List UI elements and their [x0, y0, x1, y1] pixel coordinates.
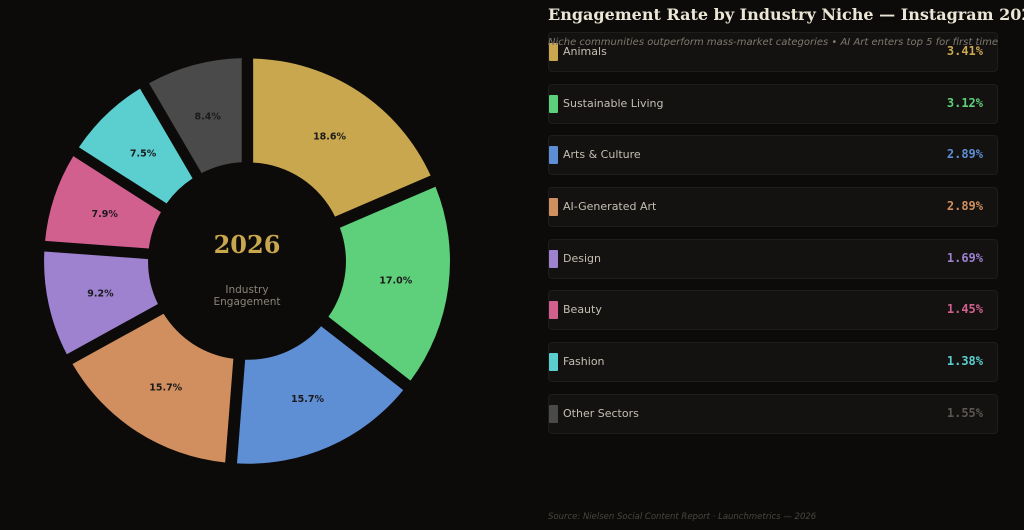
- slice-other-sectors: [149, 58, 242, 174]
- legend-label: Arts & Culture: [563, 148, 641, 162]
- legend-label: Sustainable Living: [563, 96, 664, 110]
- slice-label: 15.7%: [291, 394, 324, 405]
- legend-row: Sustainable Living 3.12%: [548, 83, 998, 124]
- legend-row: Fashion 1.38%: [548, 342, 998, 383]
- legend-value: 3.12%: [946, 95, 983, 110]
- legend-label: Other Sectors: [563, 406, 639, 420]
- legend-swatch: [549, 353, 558, 372]
- legend-swatch: [549, 94, 558, 113]
- center-line-2: Engagement: [214, 296, 281, 308]
- slice-design: [44, 251, 158, 355]
- legend-label: Fashion: [563, 355, 605, 369]
- legend-swatch: [549, 146, 558, 165]
- center-line-1: Industry: [225, 284, 268, 296]
- slice-label: 7.5%: [130, 148, 157, 159]
- slice-beauty: [45, 156, 161, 249]
- slice-label: 17.0%: [379, 276, 412, 287]
- legend-swatch: [549, 249, 558, 268]
- slice-label: 9.2%: [87, 289, 114, 300]
- slice-ai-generated-art: [72, 313, 234, 463]
- chart-subtitle: Niche communities outperform mass-market…: [548, 37, 999, 48]
- legend-label: AI-Generated Art: [563, 200, 657, 214]
- source-note: Source: Nielsen Social Content Report · …: [548, 512, 817, 522]
- legend-swatch: [549, 43, 558, 61]
- slice-arts-culture: [236, 326, 404, 464]
- legend-row: Arts & Culture 2.89%: [548, 135, 998, 176]
- slice-label: 8.4%: [195, 112, 222, 123]
- legend-row: Beauty 1.45%: [548, 290, 998, 331]
- donut-chart: 18.6% 17.0% 15.7% 15.7% 9.2% 7.9% 7.5% 8.4% 202…: [44, 58, 450, 464]
- slice-label: 15.7%: [149, 383, 182, 394]
- legend-label: Animals: [563, 45, 607, 58]
- slice-sustainable-living: [328, 186, 450, 381]
- center-year: 2026: [214, 230, 281, 259]
- chart-title: Engagement Rate by Industry Niche — Inst…: [548, 5, 1024, 24]
- legend-value: 1.69%: [946, 250, 983, 265]
- legend-swatch: [549, 404, 558, 423]
- slice-animals: [253, 58, 431, 217]
- legend-row: Animals 3.41%: [548, 32, 998, 72]
- donut-slice-labels: 18.6% 17.0% 15.7% 15.7% 9.2% 7.9% 7.5% 8.4%: [87, 112, 412, 405]
- legend-row: AI-Generated Art 2.89%: [548, 187, 998, 228]
- legend-swatch: [549, 198, 558, 217]
- legend: Animals 3.41% Sustainable Living 3.12% Arts …: [548, 32, 998, 446]
- legend-row: Other Sectors 1.55%: [548, 393, 998, 434]
- legend-value: 1.45%: [946, 302, 983, 317]
- slice-fashion: [78, 88, 193, 204]
- legend-value: 1.38%: [946, 354, 983, 369]
- slice-label: 18.6%: [313, 131, 346, 142]
- legend-value: 3.41%: [946, 44, 983, 58]
- legend-value: 2.89%: [946, 199, 983, 214]
- legend-value: 2.89%: [946, 147, 983, 162]
- legend-label: Design: [563, 251, 601, 265]
- legend-value: 1.55%: [946, 405, 983, 420]
- legend-swatch: [549, 301, 558, 320]
- legend-label: Beauty: [563, 303, 602, 317]
- donut-slices: [44, 58, 450, 464]
- legend-row: Design 1.69%: [548, 238, 998, 279]
- slice-label: 7.9%: [92, 209, 119, 220]
